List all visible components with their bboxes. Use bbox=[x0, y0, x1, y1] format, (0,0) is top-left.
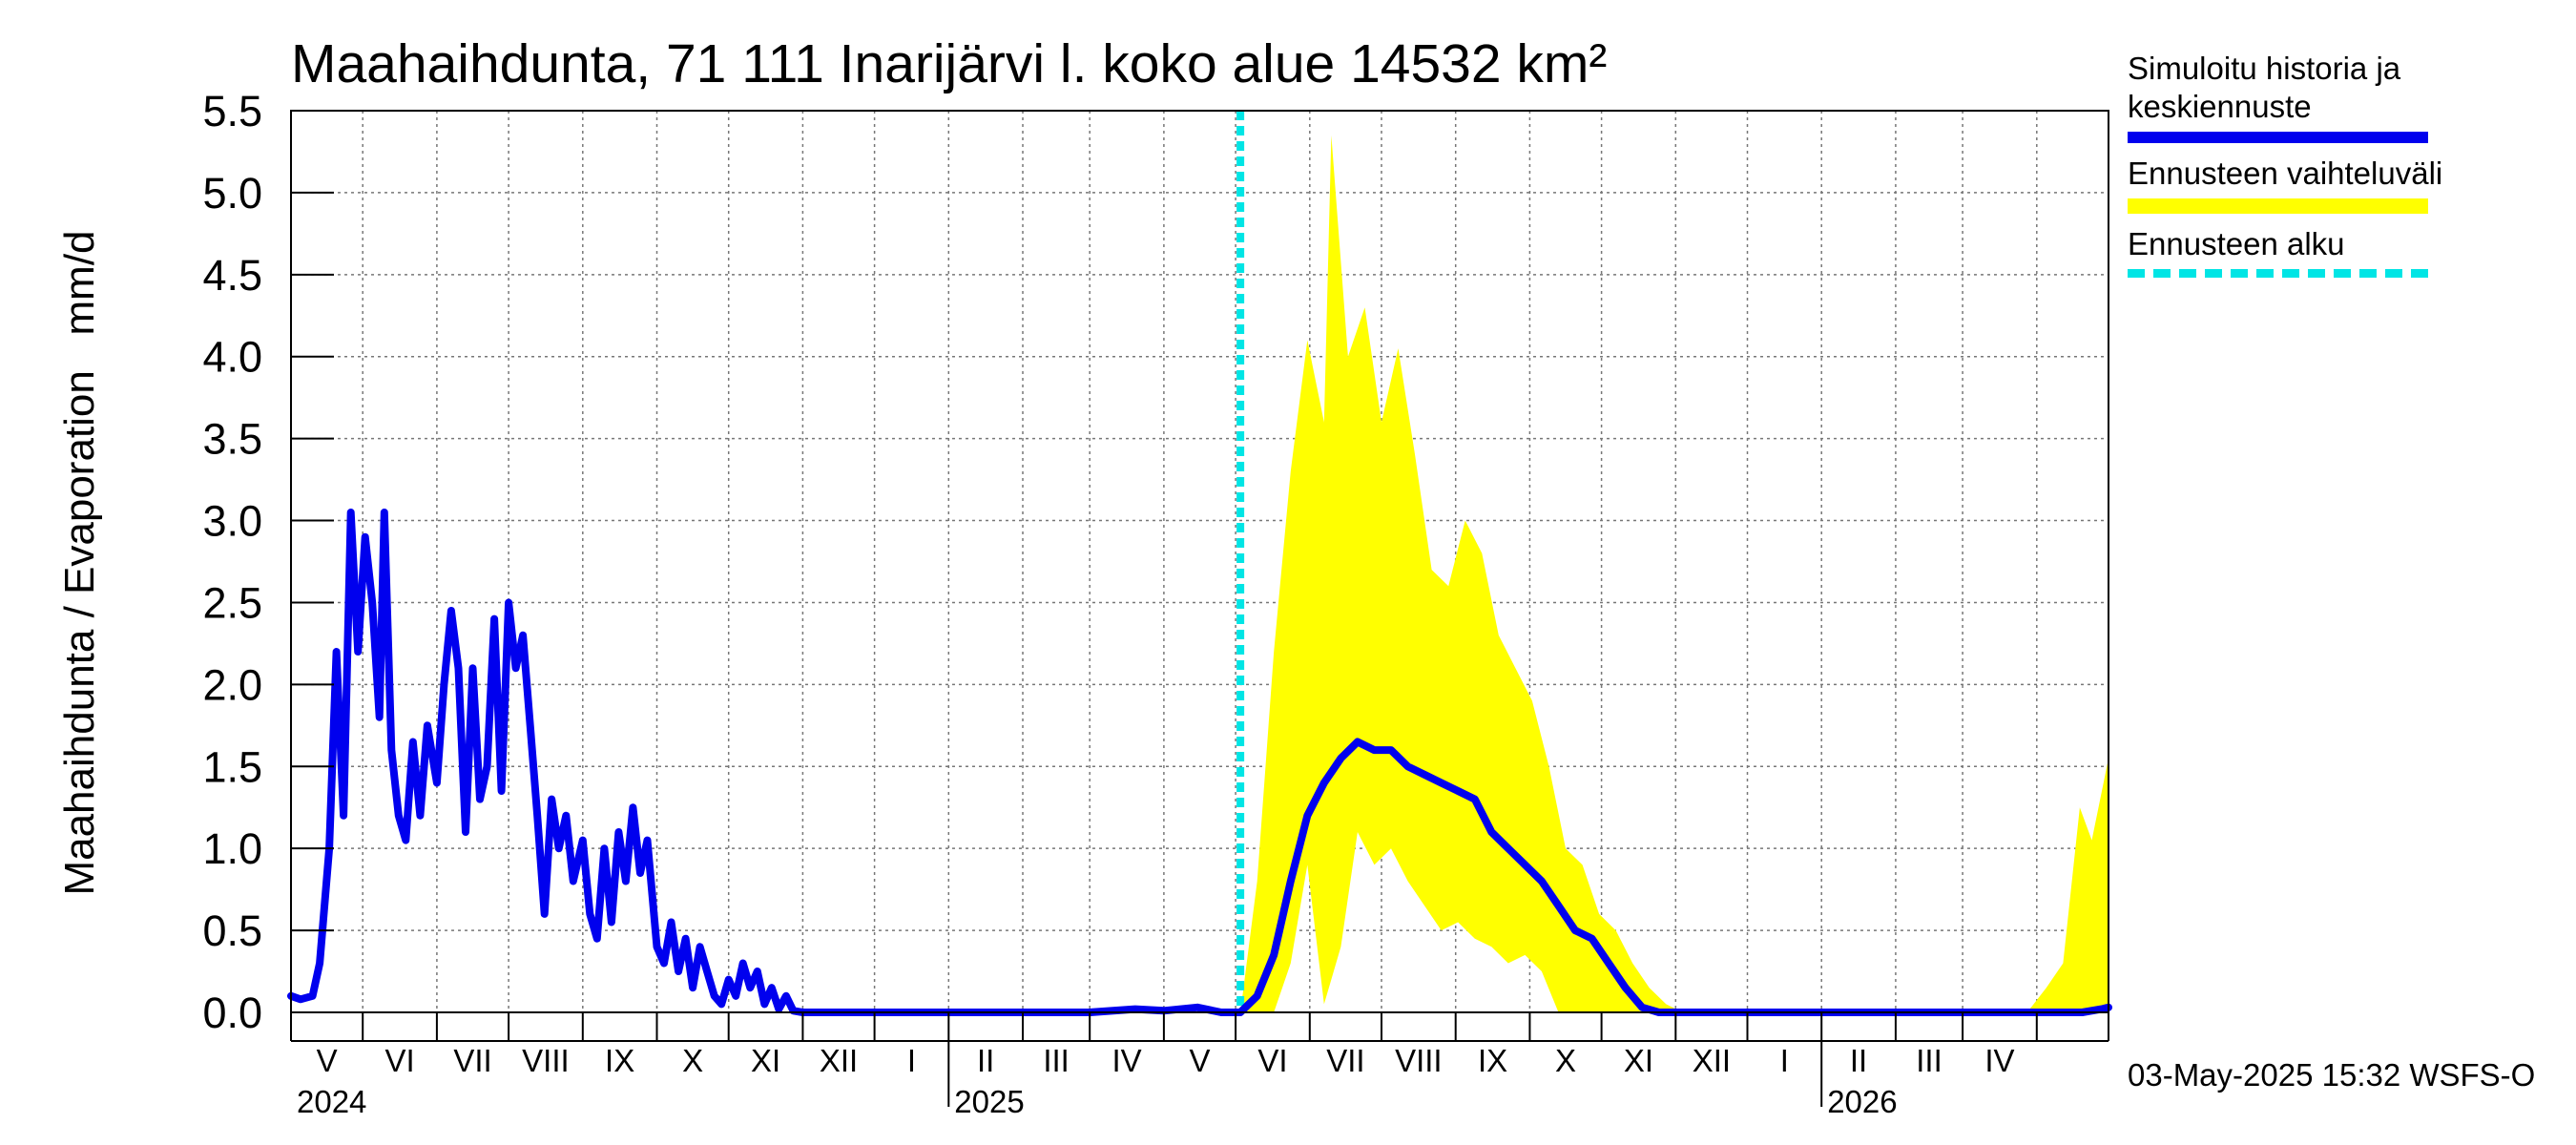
y-tick-label: 5.0 bbox=[202, 169, 262, 218]
y-tick-label: 1.0 bbox=[202, 824, 262, 873]
month-label: XI bbox=[751, 1043, 780, 1078]
month-label: VI bbox=[1257, 1043, 1287, 1078]
y-tick-label: 0.0 bbox=[202, 989, 262, 1037]
y-tick-label: 1.5 bbox=[202, 742, 262, 791]
forecast-range-band bbox=[1240, 135, 2109, 1013]
legend-swatch-blue-line bbox=[2128, 132, 2428, 143]
month-label: IX bbox=[1478, 1043, 1507, 1078]
legend-label-simulated: Simuloitu historia ja keskiennuste bbox=[2128, 51, 2401, 124]
month-label: I bbox=[1780, 1043, 1789, 1078]
year-label: 2026 bbox=[1827, 1084, 1897, 1119]
y-tick-label: 0.5 bbox=[202, 906, 262, 955]
legend-label-forecast-start: Ennusteen alku bbox=[2128, 226, 2345, 261]
month-label: XII bbox=[1693, 1043, 1731, 1078]
legend-swatch-cyan-dashed bbox=[2128, 269, 2428, 278]
plot-frame bbox=[290, 110, 2109, 1013]
chart-title: Maahaihdunta, 71 111 Inarijärvi l. koko … bbox=[291, 33, 1607, 94]
y-tick-label: 4.0 bbox=[202, 333, 262, 382]
y-tick-label: 3.0 bbox=[202, 497, 262, 546]
month-label: XII bbox=[820, 1043, 858, 1078]
month-label: II bbox=[1850, 1043, 1867, 1078]
month-label: VII bbox=[453, 1043, 491, 1078]
month-label: V bbox=[317, 1043, 338, 1078]
simulated-series-line bbox=[287, 509, 2112, 1016]
legend-label-range: Ennusteen vaihteluväli bbox=[2128, 156, 2443, 191]
month-label: IV bbox=[1984, 1043, 2014, 1078]
legend: Simuloitu historia ja keskiennuste Ennus… bbox=[2128, 50, 2538, 289]
month-label: VI bbox=[384, 1043, 414, 1078]
month-label: X bbox=[1555, 1043, 1576, 1078]
month-label: V bbox=[1189, 1043, 1210, 1078]
month-label: IV bbox=[1111, 1043, 1141, 1078]
month-label: II bbox=[977, 1043, 994, 1078]
month-label: IX bbox=[605, 1043, 634, 1078]
month-label: XI bbox=[1624, 1043, 1653, 1078]
month-label: III bbox=[1916, 1043, 1942, 1078]
series-layer bbox=[287, 509, 2112, 1016]
y-tick-label: 2.5 bbox=[202, 578, 262, 627]
y-tick-label: 4.5 bbox=[202, 251, 262, 300]
grid-layer bbox=[291, 111, 2109, 1012]
year-label: 2024 bbox=[297, 1084, 366, 1119]
timestamp-footer: 03-May-2025 15:32 WSFS-O bbox=[2128, 1057, 2536, 1093]
y-axis-label: Maahaihdunta / Evaporation mm/d bbox=[56, 230, 103, 895]
y-tick-label: 2.0 bbox=[202, 660, 262, 709]
band-layer bbox=[1240, 135, 2109, 1013]
legend-item-simulated: Simuloitu historia ja keskiennuste bbox=[2128, 50, 2538, 143]
month-label: III bbox=[1043, 1043, 1070, 1078]
axes-layer: 0.0 0.5 1.0 1.5 2.0 2.5 3.0 3.5 4.0 4.5 5.0 5.5 V 202… bbox=[202, 87, 2109, 1119]
legend-item-forecast-start: Ennusteen alku bbox=[2128, 225, 2538, 278]
legend-swatch-yellow-band bbox=[2128, 198, 2428, 214]
y-tick-label: 5.5 bbox=[202, 87, 262, 135]
month-label: VII bbox=[1326, 1043, 1364, 1078]
month-label: VIII bbox=[522, 1043, 570, 1078]
year-label: 2025 bbox=[954, 1084, 1024, 1119]
month-label: I bbox=[907, 1043, 916, 1078]
legend-item-range: Ennusteen vaihteluväli bbox=[2128, 155, 2538, 214]
y-tick-label: 3.5 bbox=[202, 415, 262, 464]
month-label: X bbox=[682, 1043, 703, 1078]
month-label: VIII bbox=[1395, 1043, 1443, 1078]
